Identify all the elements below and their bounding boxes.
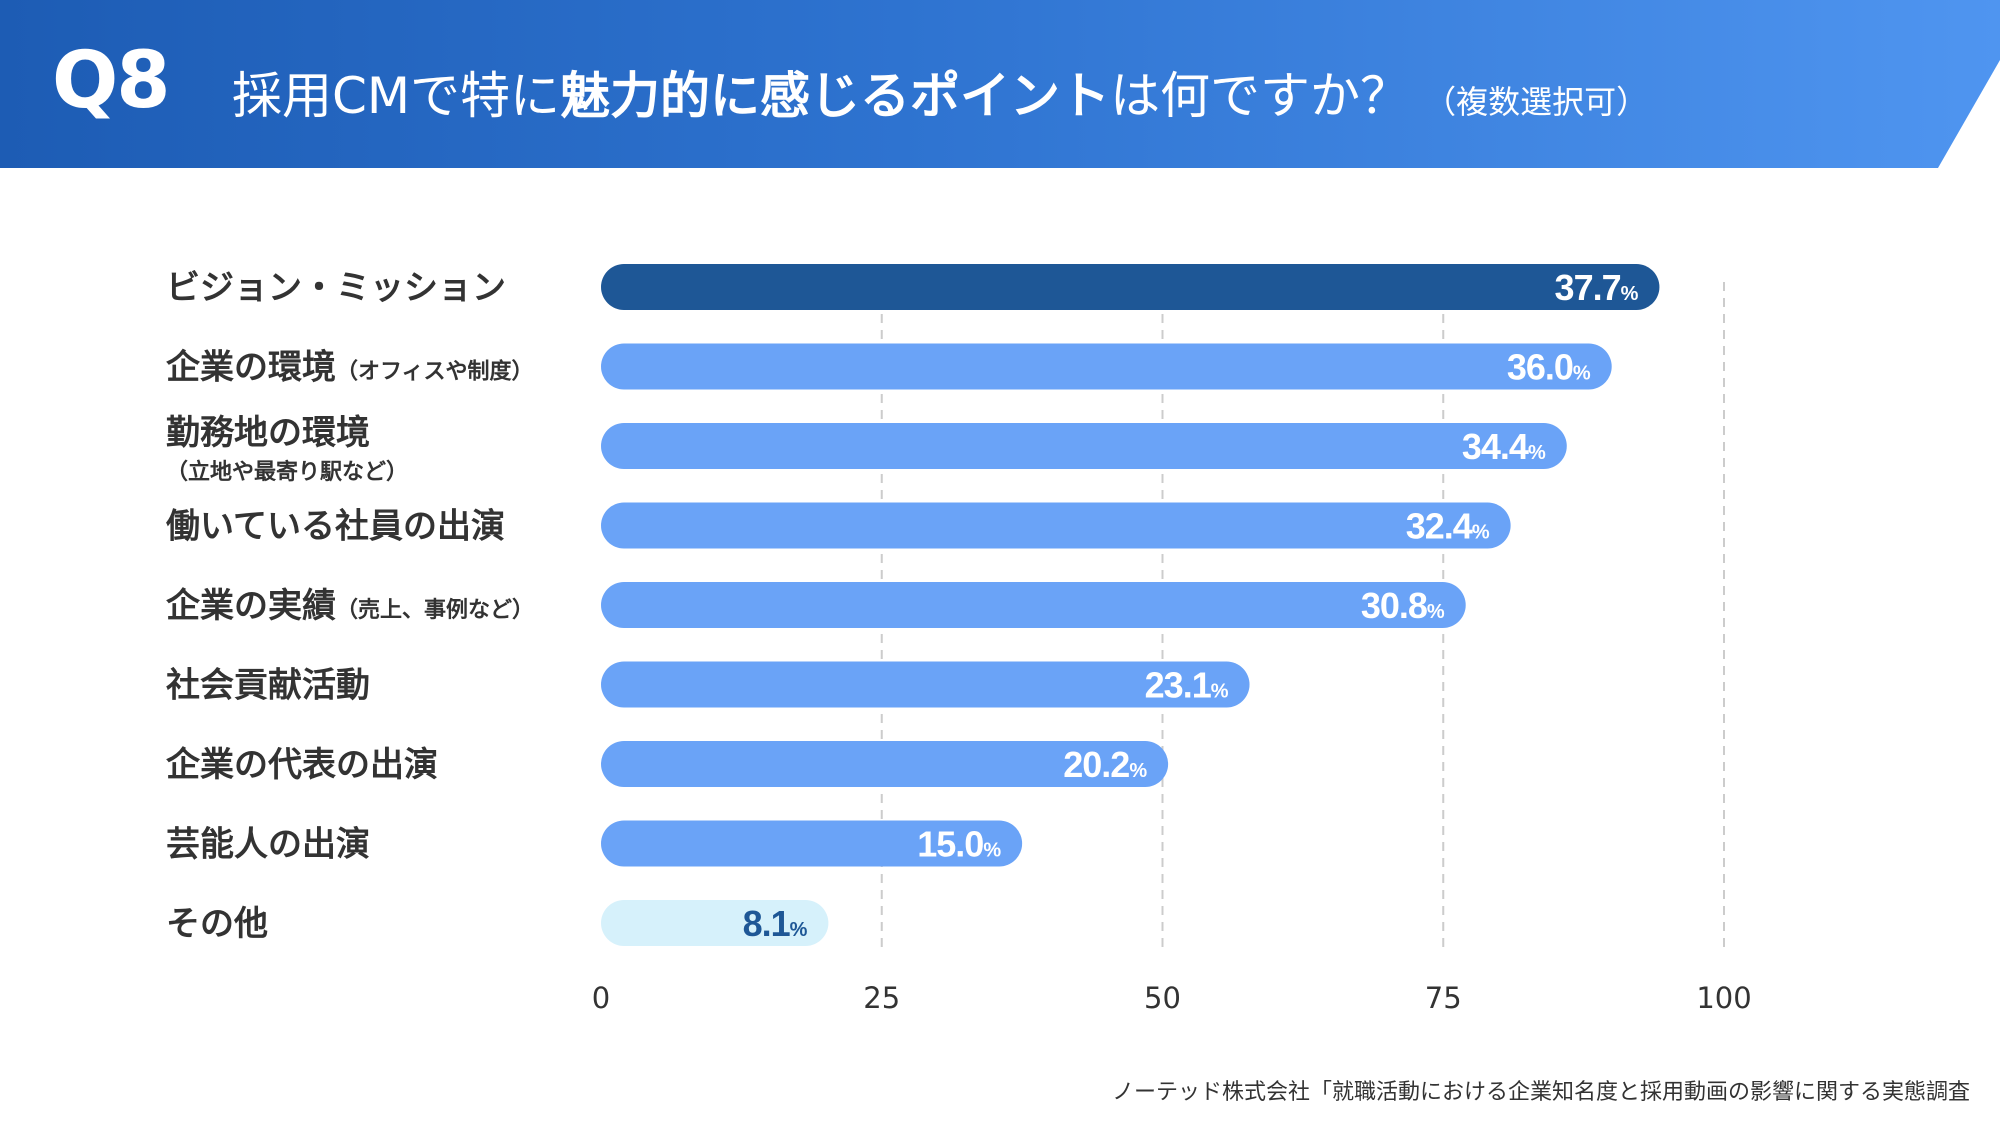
data-label: 20.2%	[1063, 744, 1147, 785]
bar	[601, 741, 1169, 787]
category-sublabel: （立地や最寄り駅など）	[166, 459, 408, 485]
data-label: 15.0%	[917, 824, 1001, 865]
question-title: 採用CMで特に魅力的に感じるポイントは何ですか？ （複数選択可）	[232, 56, 1648, 128]
question-text-part1: 採用CMで特に	[232, 67, 561, 125]
header-banner	[0, 0, 2000, 168]
data-label-unit: %	[1621, 283, 1639, 305]
data-label-value: 15.0	[917, 824, 983, 865]
category-label: 社会貢献活動	[166, 666, 370, 706]
question-number: Q8	[52, 36, 171, 126]
data-label-unit: %	[1528, 442, 1546, 464]
category-sublabel: （オフィスや制度）	[336, 359, 534, 385]
data-label: 37.7%	[1555, 267, 1639, 308]
data-label-unit: %	[1472, 522, 1490, 544]
category-label: 企業の代表の出演	[166, 745, 438, 785]
data-label-value: 36.0	[1507, 347, 1573, 388]
category-label: その他	[166, 904, 268, 944]
category-sublabel: （売上、事例など）	[336, 597, 534, 623]
category-label: 企業の実績（売上、事例など）	[166, 586, 534, 626]
data-label-unit: %	[1573, 363, 1591, 385]
data-label-unit: %	[1427, 601, 1445, 623]
x-tick-label: 50	[1144, 981, 1181, 1015]
data-label-value: 34.4	[1462, 426, 1529, 467]
bar	[601, 900, 829, 946]
question-text-bold: 魅力的に感じるポイント	[560, 67, 1111, 125]
data-label: 8.1%	[743, 903, 808, 944]
data-label-unit: %	[983, 840, 1001, 862]
data-label: 34.4%	[1462, 426, 1546, 467]
data-label-value: 37.7	[1555, 267, 1621, 308]
x-tick-label: 25	[863, 981, 900, 1015]
data-label-unit: %	[790, 919, 808, 941]
category-label: ビジョン・ミッション	[166, 268, 506, 308]
data-label-unit: %	[1211, 681, 1229, 703]
category-label: 勤務地の環境	[166, 413, 370, 453]
x-tick-label: 0	[592, 981, 610, 1015]
data-label: 36.0%	[1507, 347, 1591, 388]
data-label-value: 20.2	[1063, 744, 1129, 785]
data-label-value: 32.4	[1406, 506, 1473, 547]
data-label: 32.4%	[1406, 506, 1490, 547]
bar	[601, 264, 1660, 310]
x-tick-label: 75	[1425, 981, 1462, 1015]
category-label: 働いている社員の出演	[166, 507, 505, 547]
x-tick-label: 100	[1696, 981, 1751, 1015]
data-label: 30.8%	[1361, 585, 1445, 626]
bar	[601, 661, 1250, 708]
data-label: 23.1%	[1145, 665, 1229, 706]
bar	[601, 820, 1023, 867]
bar	[601, 582, 1466, 628]
source-note: ノーテッド株式会社「就職活動における企業知名度と採用動画の影響に関する実態調査	[1111, 1080, 1970, 1105]
data-label-value: 30.8	[1361, 585, 1427, 626]
data-label-value: 8.1	[743, 903, 791, 944]
question-text-part2: は何ですか？	[1110, 67, 1411, 125]
bar	[601, 423, 1567, 469]
data-label-value: 23.1	[1145, 665, 1212, 706]
category-label: 企業の環境（オフィスや制度）	[166, 348, 534, 388]
data-label-unit: %	[1129, 760, 1147, 782]
question-note: （複数選択可）	[1424, 83, 1649, 121]
bar	[601, 343, 1612, 390]
category-label: 芸能人の出演	[166, 825, 370, 865]
bar	[601, 502, 1511, 549]
